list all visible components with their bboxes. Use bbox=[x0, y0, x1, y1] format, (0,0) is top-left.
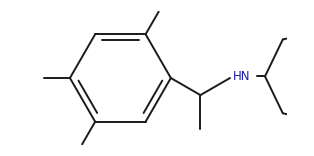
Text: HN: HN bbox=[233, 70, 251, 83]
